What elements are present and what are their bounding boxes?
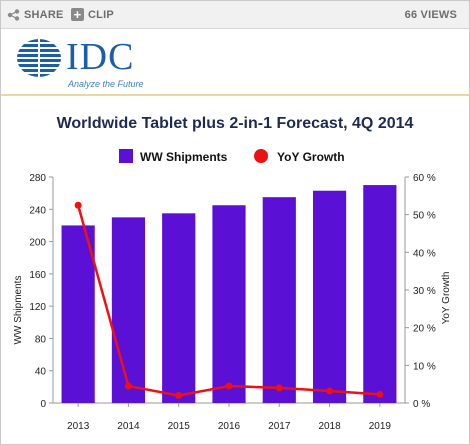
- logo-tagline: Analyze the Future: [68, 79, 144, 89]
- bar-shipments: [262, 197, 296, 403]
- globe-icon: [15, 38, 63, 83]
- y-tick-label-left: 160: [29, 270, 46, 281]
- x-tick-label: 2016: [218, 421, 241, 432]
- chart: WW Shipments YoY Growth 0 40 80 120 160 200 240 2…: [13, 149, 452, 432]
- x-tick-label: 2015: [168, 421, 191, 432]
- x-tick-label: 2013: [67, 421, 90, 432]
- bar-shipments: [312, 190, 347, 403]
- legend-swatch-growth: [254, 149, 268, 163]
- chart-title: Worldwide Tablet plus 2-in-1 Forecast, 4…: [56, 115, 414, 132]
- plus-icon: +: [71, 8, 84, 21]
- logo-header: IDC Analyze the Future: [1, 29, 469, 93]
- bar-shipments: [212, 205, 246, 403]
- y-tick-label-right: 0 %: [413, 399, 430, 410]
- point-yoy-growth: [74, 201, 82, 209]
- clip-button[interactable]: + CLIP: [71, 1, 114, 28]
- bar-shipments: [363, 185, 397, 403]
- share-icon: [7, 8, 20, 21]
- bar-shipments: [162, 213, 196, 403]
- y-tick-label-left: 40: [35, 367, 47, 378]
- legend-swatch-shipments: [119, 149, 133, 163]
- y-tick-label-right: 50 %: [413, 211, 436, 222]
- y-tick-label-left: 80: [35, 334, 47, 345]
- bar-shipments: [61, 225, 95, 403]
- y-tick-label-left: 200: [29, 238, 46, 249]
- clip-label: CLIP: [88, 8, 114, 21]
- y2-axis-label: YoY Growth: [441, 272, 452, 325]
- y-tick-label-left: 280: [29, 173, 46, 184]
- y-tick-label-right: 30 %: [413, 286, 436, 297]
- idc-logo: IDC: [66, 36, 135, 78]
- header-divider: [1, 94, 469, 96]
- y-tick-label-left: 120: [29, 302, 46, 313]
- x-tick-label: 2017: [268, 421, 291, 432]
- view-count: 66 VIEWS: [404, 8, 457, 21]
- legend-label-shipments: WW Shipments: [140, 150, 228, 164]
- point-yoy-growth: [175, 391, 183, 399]
- legend-label-growth: YoY Growth: [277, 150, 345, 164]
- x-tick-label: 2018: [318, 421, 341, 432]
- y-tick-label-left: 0: [40, 399, 46, 410]
- y-axis-label: WW Shipments: [13, 276, 24, 345]
- share-button[interactable]: SHARE: [7, 1, 64, 28]
- x-tick-label: 2014: [117, 421, 140, 432]
- x-tick-label: 2019: [369, 421, 392, 432]
- y-tick-label-right: 40 %: [413, 248, 436, 259]
- y-tick-label-right: 20 %: [413, 324, 436, 335]
- y-tick-label-left: 240: [29, 205, 46, 216]
- y-tick-label-right: 10 %: [413, 361, 436, 372]
- point-yoy-growth: [326, 387, 334, 395]
- point-yoy-growth: [275, 384, 283, 392]
- toolbar: SHARE + CLIP 66 VIEWS: [1, 1, 469, 29]
- point-yoy-growth: [225, 382, 233, 390]
- point-yoy-growth: [124, 382, 132, 390]
- point-yoy-growth: [376, 390, 384, 398]
- bar-shipments: [111, 217, 146, 403]
- y-tick-label-right: 60 %: [413, 173, 436, 184]
- share-label: SHARE: [24, 8, 64, 21]
